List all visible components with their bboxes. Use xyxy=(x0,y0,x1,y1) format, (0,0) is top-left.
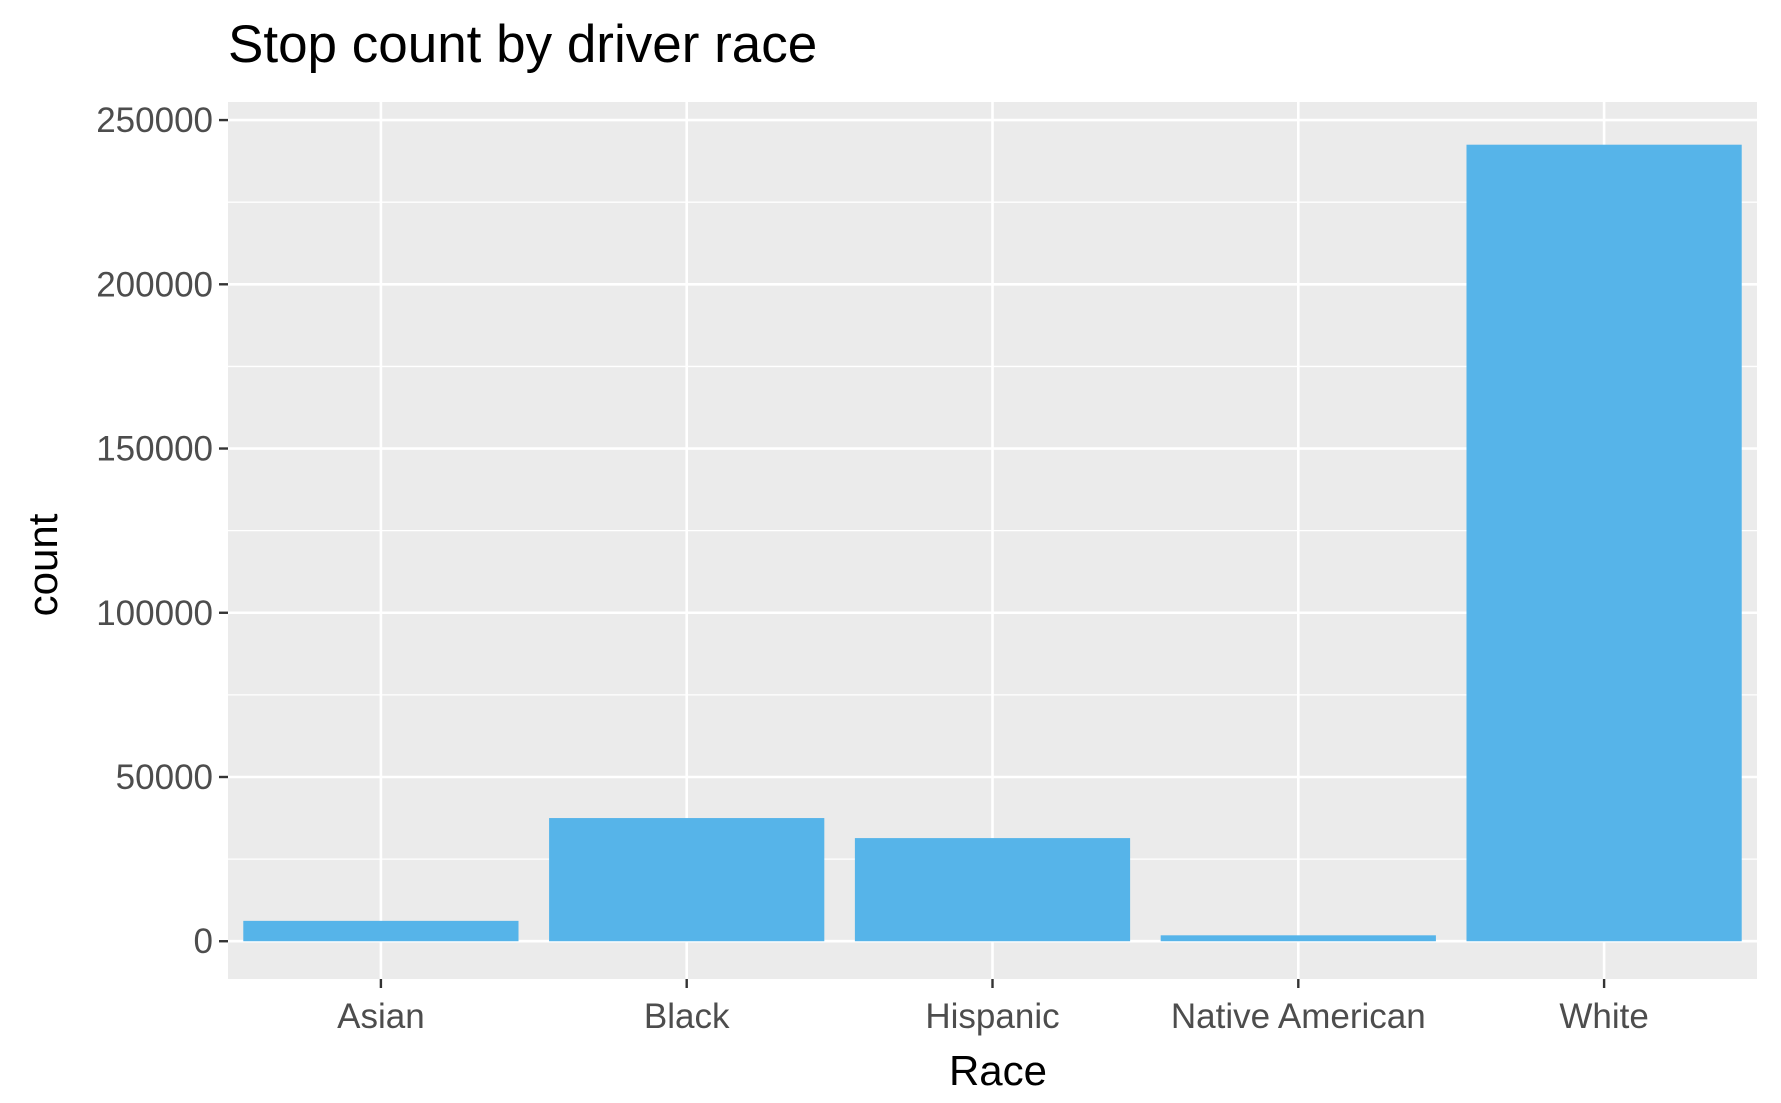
bar-black xyxy=(549,818,825,942)
y-tick-label: 150000 xyxy=(96,430,213,469)
y-axis-ticks: 0 50000 100000 150000 200000 250000 xyxy=(96,101,228,961)
x-tick-label: White xyxy=(1559,997,1648,1036)
y-tick-label: 250000 xyxy=(96,101,213,140)
x-tick-label: Native American xyxy=(1171,997,1426,1036)
chart-title: Stop count by driver race xyxy=(228,15,817,74)
bar-hispanic xyxy=(854,838,1131,942)
y-axis-title: count xyxy=(19,513,66,616)
x-tick-label: Hispanic xyxy=(925,997,1059,1036)
x-axis-ticks: Asian Black Hispanic Native American White xyxy=(337,979,1649,1036)
bar-native-american xyxy=(1160,935,1436,942)
y-tick-label: 50000 xyxy=(116,758,213,797)
bar-white xyxy=(1466,144,1742,942)
bar-asian xyxy=(243,920,519,942)
x-axis-title: Race xyxy=(949,1047,1047,1094)
x-tick-label: Asian xyxy=(337,997,425,1036)
x-tick-label: Black xyxy=(644,997,730,1036)
y-tick-label: 200000 xyxy=(96,265,213,304)
y-tick-label: 100000 xyxy=(96,594,213,633)
bars xyxy=(243,144,1742,942)
y-tick-label: 0 xyxy=(194,922,213,961)
